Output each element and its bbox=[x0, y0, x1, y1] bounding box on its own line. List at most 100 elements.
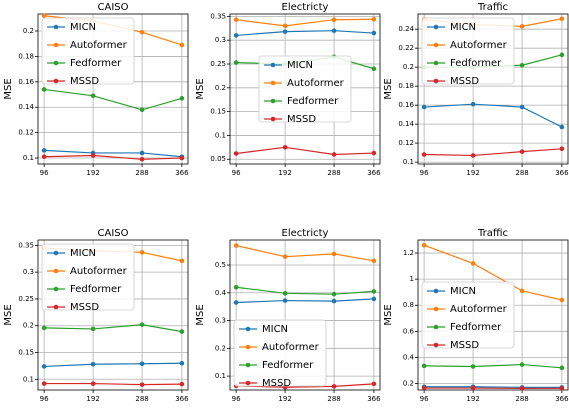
legend-marker bbox=[53, 78, 59, 84]
data-point bbox=[41, 154, 47, 160]
plot-frame bbox=[417, 13, 569, 165]
x-tick-label: 366 bbox=[555, 169, 569, 177]
y-tick-label: 0.4 bbox=[215, 289, 227, 297]
x-tick-label: 288 bbox=[135, 395, 148, 403]
plot-frame bbox=[37, 239, 189, 391]
data-point bbox=[90, 361, 96, 367]
data-point bbox=[559, 365, 565, 371]
data-point bbox=[559, 146, 565, 152]
y-axis-label: MSE bbox=[3, 304, 14, 325]
legend-label: MSSD bbox=[450, 340, 479, 351]
legend-marker bbox=[53, 24, 59, 30]
legend-label: Fedformer bbox=[70, 58, 122, 69]
plot-frame bbox=[37, 13, 189, 165]
data-point bbox=[179, 381, 185, 387]
series-line bbox=[44, 149, 182, 158]
data-point bbox=[421, 385, 427, 391]
x-tick-label: 366 bbox=[367, 169, 381, 177]
data-point bbox=[139, 361, 145, 367]
legend: MICN Autoformer Fedformer MSSD bbox=[421, 17, 515, 87]
chart-title: CAISO bbox=[98, 228, 129, 239]
legend-marker bbox=[270, 98, 276, 104]
legend-box bbox=[421, 281, 515, 349]
y-tick-label: 0.1 bbox=[23, 375, 34, 383]
x-tick-label: 96 bbox=[232, 395, 241, 403]
y-tick-label: 0.15 bbox=[210, 108, 226, 116]
legend-marker bbox=[433, 60, 439, 66]
legend-marker bbox=[270, 62, 276, 68]
data-point bbox=[331, 152, 337, 157]
y-tick-label: 0.22 bbox=[398, 44, 414, 52]
y-axis-label: MSE bbox=[383, 78, 394, 99]
data-point bbox=[421, 242, 427, 248]
data-point bbox=[331, 251, 337, 257]
chart-title: CAISO bbox=[98, 2, 129, 13]
legend-marker bbox=[245, 362, 251, 368]
legend: MICN Autoformer Fedformer MSSD bbox=[258, 55, 352, 125]
legend-label: MSSD bbox=[70, 302, 99, 313]
y-tick-label: 0.2 bbox=[403, 379, 414, 387]
data-point bbox=[331, 384, 337, 389]
legend-marker bbox=[270, 80, 276, 86]
y-tick-label: 0.16 bbox=[18, 78, 34, 86]
data-point bbox=[559, 52, 565, 58]
y-tick-label: 0.1 bbox=[23, 154, 34, 162]
series-line bbox=[423, 244, 563, 301]
data-point bbox=[139, 322, 145, 327]
y-tick-label: 1.2 bbox=[403, 249, 414, 257]
data-point bbox=[90, 381, 96, 386]
y-tick-label: 0.35 bbox=[18, 241, 34, 249]
legend-label: Autoformer bbox=[70, 266, 128, 277]
data-point bbox=[331, 17, 337, 23]
chart-panel: CAISO MSE 0.1 0.15 0.2 0.25 0.3 0.35 96 192 288 366… bbox=[3, 228, 189, 403]
data-point bbox=[371, 16, 377, 22]
y-tick-label: 0.1 bbox=[403, 158, 414, 166]
chart-panel: Traffic MSE 0.2 0.4 0.6 0.8 1 1.2 96 192 288 366 MIC… bbox=[383, 228, 569, 403]
data-point bbox=[371, 381, 377, 387]
y-tick-label: 0.8 bbox=[403, 301, 414, 309]
y-tick-label: 0.2 bbox=[403, 63, 414, 71]
data-point bbox=[559, 124, 565, 130]
legend-label: Autoformer bbox=[70, 40, 128, 51]
x-tick-label: 96 bbox=[232, 169, 241, 177]
y-tick-label: 0.25 bbox=[18, 295, 34, 303]
legend-label: MICN bbox=[262, 324, 288, 335]
legend-label: MSSD bbox=[70, 76, 99, 87]
x-tick-label: 366 bbox=[555, 395, 569, 403]
legend-label: MICN bbox=[70, 248, 96, 259]
y-axis-label: MSE bbox=[383, 304, 394, 325]
legend-marker bbox=[433, 78, 439, 84]
plot-frame bbox=[229, 239, 381, 391]
plot-frame bbox=[229, 13, 381, 165]
y-tick-label: 0.4 bbox=[403, 353, 415, 361]
x-tick-label: 96 bbox=[40, 395, 49, 403]
x-tick-label: 192 bbox=[278, 395, 291, 403]
x-tick-label: 288 bbox=[515, 395, 528, 403]
chart-panel: Traffic MSE 0.1 0.12 0.14 0.16 0.18 0.2 0.22 0.24… bbox=[383, 2, 569, 177]
chart-panel: Electricty MSE 0.05 0.1 0.15 0.2 0.25 0.3 0.35 96… bbox=[195, 2, 381, 177]
legend-label: MICN bbox=[70, 22, 96, 33]
legend-marker bbox=[433, 306, 439, 312]
legend-label: MSSD bbox=[450, 76, 479, 87]
data-point bbox=[233, 151, 239, 156]
series-line bbox=[44, 382, 182, 386]
y-tick-label: 0.35 bbox=[210, 12, 226, 20]
x-tick-label: 96 bbox=[420, 395, 429, 403]
y-tick-label: 0.6 bbox=[403, 327, 415, 335]
data-point bbox=[233, 60, 239, 65]
data-point bbox=[139, 157, 145, 162]
data-point bbox=[90, 93, 96, 99]
data-point bbox=[179, 155, 185, 161]
data-point bbox=[559, 386, 565, 391]
data-point bbox=[179, 329, 185, 334]
legend-label: MICN bbox=[450, 286, 476, 297]
legend-marker bbox=[53, 304, 59, 310]
y-tick-label: 0.2 bbox=[215, 344, 226, 352]
legend-label: Fedformer bbox=[287, 96, 339, 107]
series-line bbox=[424, 363, 562, 369]
y-tick-label: 0.1 bbox=[215, 131, 226, 139]
chart-title: Traffic bbox=[477, 2, 508, 13]
x-tick-label: 288 bbox=[135, 169, 148, 177]
data-point bbox=[90, 326, 96, 332]
y-tick-label: 0.05 bbox=[210, 155, 226, 163]
